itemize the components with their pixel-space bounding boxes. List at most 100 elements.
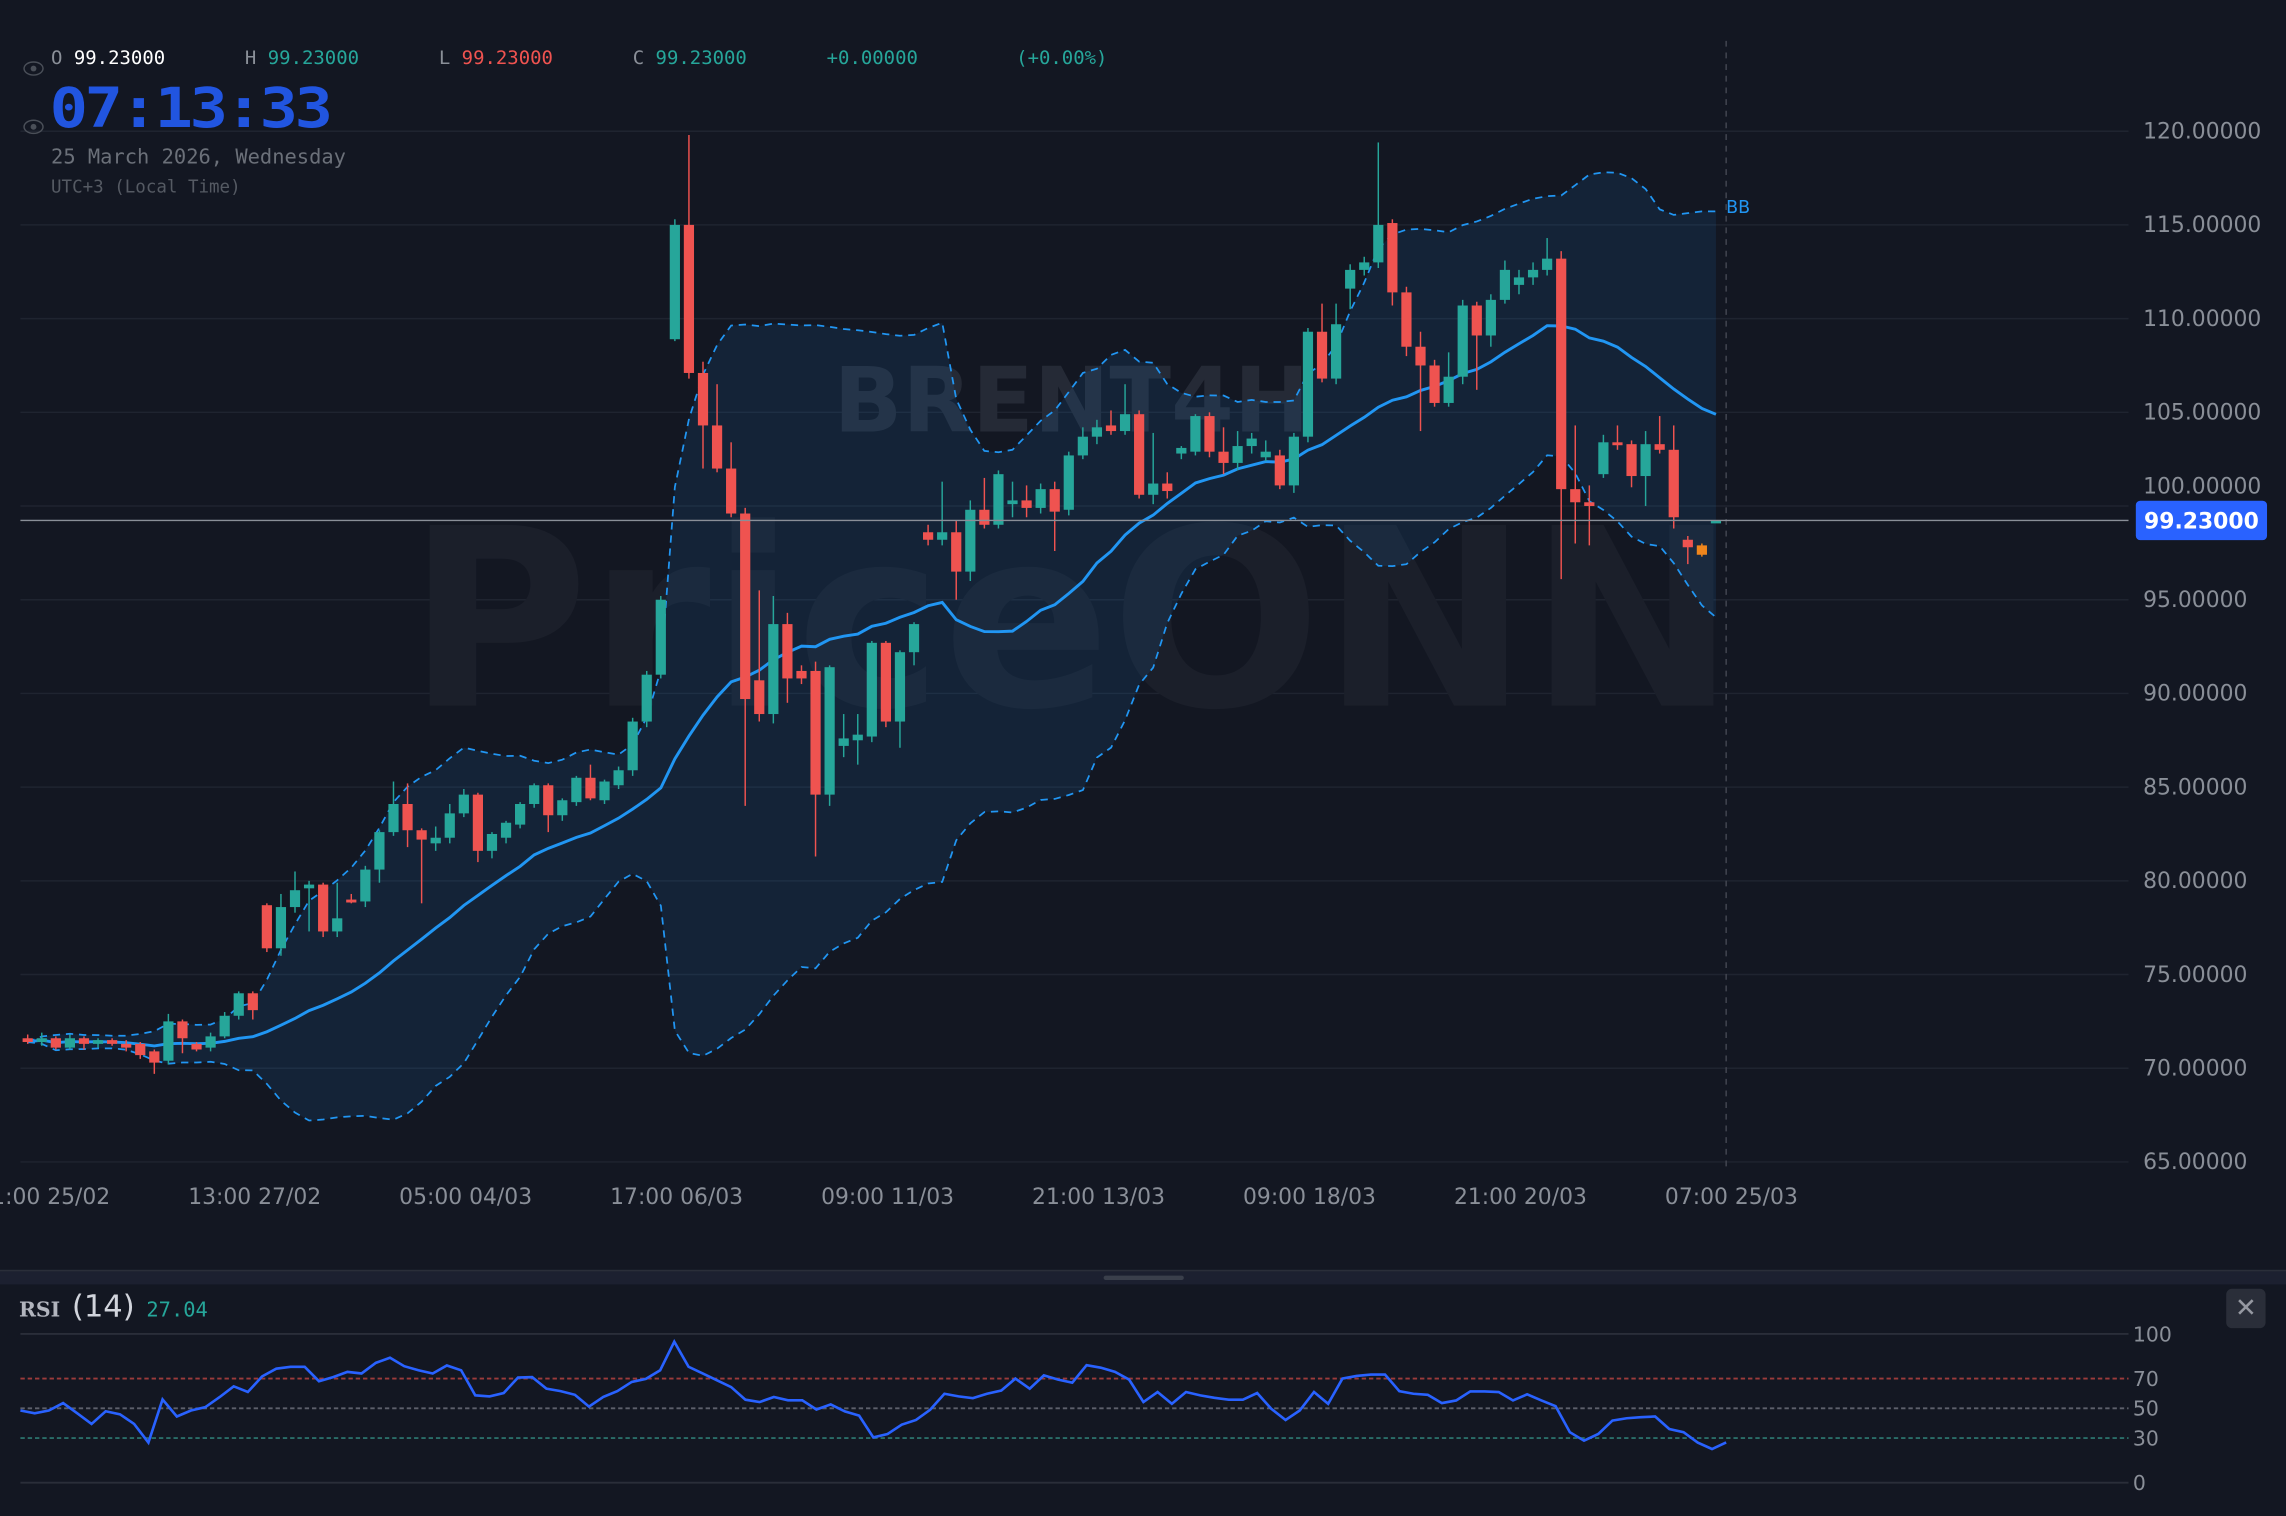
legend-close: C 99.23000 (633, 48, 747, 71)
pane-resize-handle[interactable] (1103, 1275, 1184, 1281)
candle-body (121, 1043, 132, 1048)
open-value: 99.23000 (73, 48, 166, 70)
candle (1218, 427, 1229, 475)
candle-body (1542, 258, 1553, 270)
candle (1696, 543, 1707, 557)
candle (1626, 440, 1637, 488)
bb-upper-line (27, 171, 1716, 1043)
eye-icon[interactable] (23, 61, 44, 76)
candle (571, 775, 582, 806)
rsi-axis-label: 100 (2133, 1322, 2172, 1346)
candle (289, 871, 301, 913)
candle-body (1274, 455, 1285, 486)
bb-label: BB (1726, 198, 1750, 218)
candle-body (332, 918, 343, 932)
candle (754, 590, 765, 722)
candle-body (261, 905, 272, 949)
price-axis-label: 105.00000 (2143, 401, 2261, 426)
time-axis-label: 21:00 13/03 (1032, 1185, 1165, 1210)
candle (1330, 303, 1342, 385)
candle-body (1584, 502, 1595, 507)
candle (1162, 472, 1173, 499)
candle (1710, 520, 1722, 524)
candle-body (1373, 224, 1384, 263)
candle-body (529, 785, 540, 805)
close-rsi-button[interactable]: ✕ (2226, 1288, 2266, 1329)
legend-high: H 99.23000 (245, 48, 359, 71)
candle-body (1457, 305, 1468, 377)
candle-body (1288, 436, 1299, 486)
candle (951, 521, 962, 600)
symbol-watermark: BRENT4H (834, 349, 1310, 454)
candle-body (1415, 346, 1426, 366)
high-label: H (244, 48, 257, 70)
candle-body (1471, 305, 1482, 336)
candle-body (951, 532, 962, 572)
candle (1612, 425, 1623, 450)
candle-body (627, 721, 638, 771)
candle (388, 781, 399, 836)
candle (1316, 303, 1328, 383)
candle (261, 903, 272, 953)
candle (1007, 481, 1018, 518)
price-axis: 120.00000 115.00000 110.00000 105.00000 100.… (2143, 120, 2261, 1176)
candle (233, 991, 244, 1020)
rsi-axis-label: 50 (2133, 1397, 2159, 1421)
candle-body (388, 804, 399, 833)
candle-body (472, 794, 484, 851)
candle (121, 1040, 132, 1052)
candle-body (655, 599, 666, 675)
candle (64, 1034, 76, 1050)
candle (852, 714, 863, 765)
candle-body (163, 1021, 174, 1061)
candle (1570, 425, 1581, 544)
candle-body (1640, 444, 1651, 477)
time-axis-label: 09:00 18/03 (1243, 1185, 1376, 1210)
candle (472, 792, 484, 863)
candle (866, 640, 877, 743)
price-axis-label: 80.00000 (2143, 869, 2247, 894)
candle (1077, 427, 1088, 460)
candle-body (275, 907, 287, 949)
candle (993, 470, 1004, 529)
candle (36, 1032, 47, 1046)
candle (219, 1012, 230, 1039)
candle-body (697, 372, 709, 426)
rsi-value: 27.04 (146, 1298, 208, 1323)
candle-body (1007, 500, 1018, 505)
candle-body (1091, 427, 1103, 437)
candle (1119, 384, 1131, 435)
candle (529, 783, 540, 808)
candle (163, 1013, 174, 1065)
candle (444, 804, 455, 844)
candle (1640, 431, 1651, 507)
candle-body (149, 1051, 160, 1063)
candle-body (824, 667, 835, 795)
candle-body (1190, 416, 1201, 452)
candle (1584, 485, 1595, 546)
candle-body (318, 884, 329, 932)
candle (557, 798, 568, 821)
candle-body (782, 624, 793, 679)
eye-icon[interactable] (23, 119, 44, 135)
candle-body (866, 642, 877, 737)
candle (683, 134, 695, 379)
candle-body (641, 674, 652, 722)
candles (22, 134, 1722, 1074)
candle (1021, 485, 1032, 518)
candle-body (880, 642, 891, 722)
candle-body (1148, 483, 1159, 495)
close-value: 99.23000 (655, 48, 747, 70)
legend-change-pct: (+0.00%) (1016, 48, 1108, 70)
candle (149, 1049, 160, 1074)
candle (135, 1042, 146, 1059)
candle (1063, 451, 1074, 516)
candle-body (937, 532, 948, 540)
price-tag-text: 99.23000 (2144, 509, 2259, 534)
candle-body (1316, 331, 1328, 379)
candle (1387, 219, 1398, 306)
candle-body (205, 1036, 216, 1048)
price-axis-label: 115.00000 (2143, 213, 2261, 238)
price-axis-label: 85.00000 (2143, 775, 2247, 800)
